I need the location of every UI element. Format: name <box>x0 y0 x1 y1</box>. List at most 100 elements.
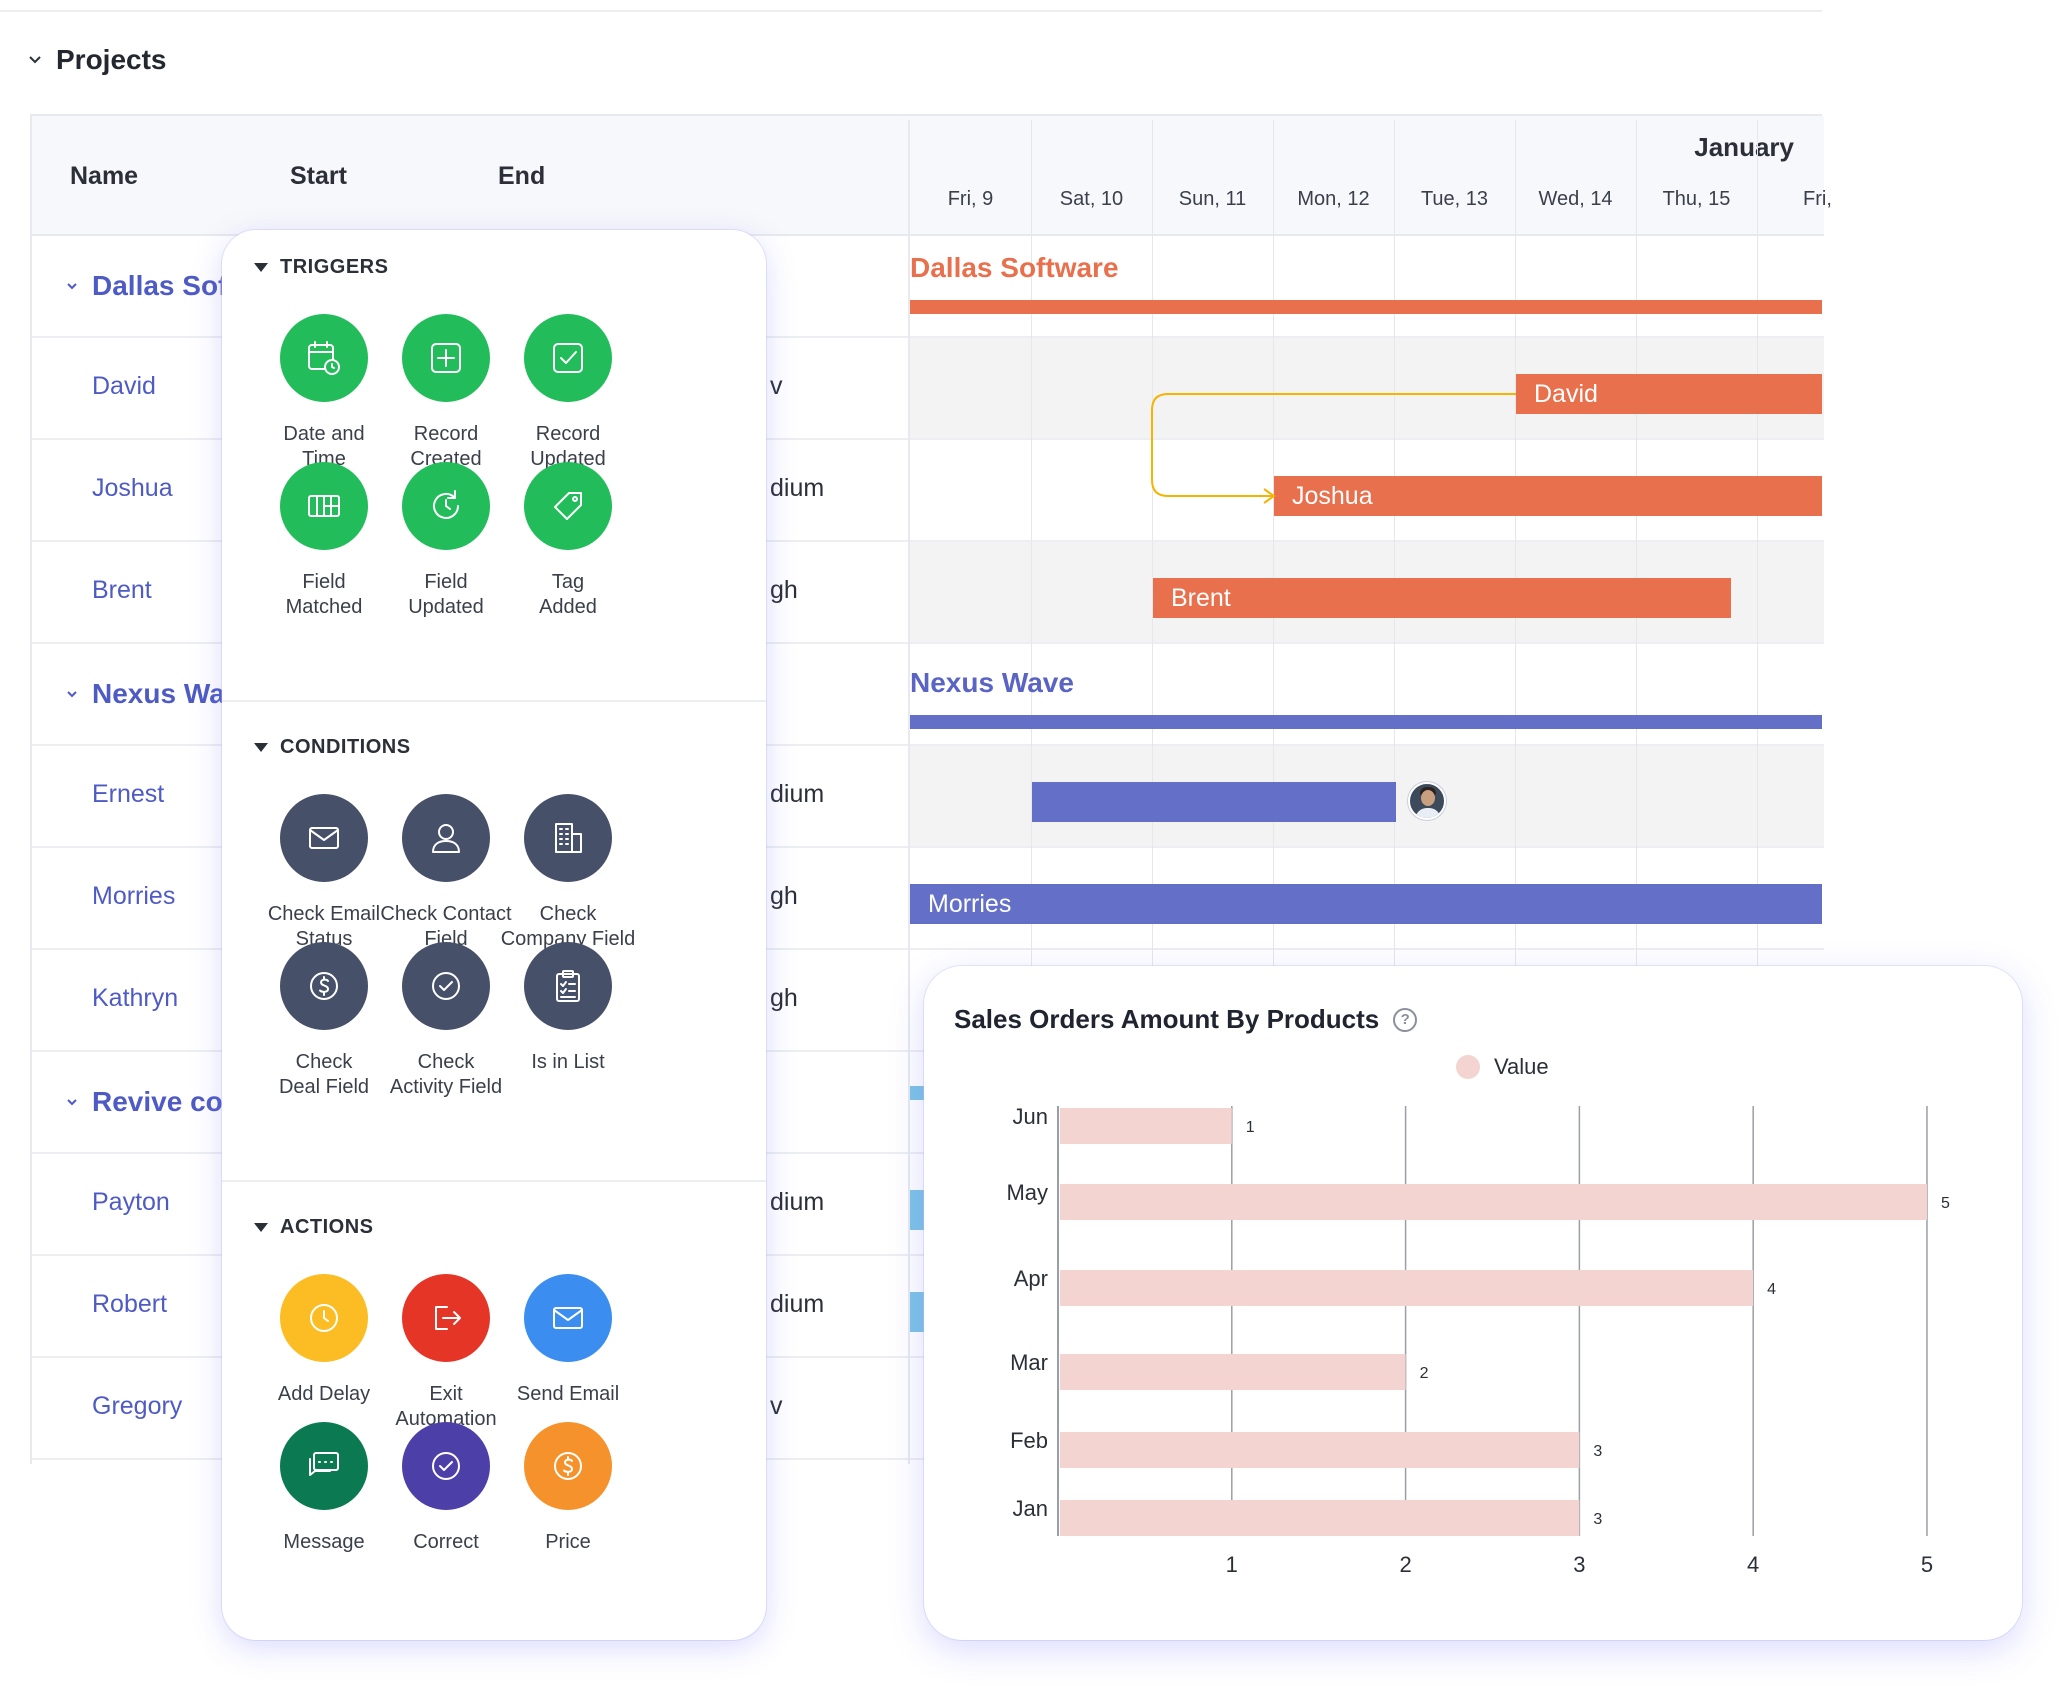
bar[interactable] <box>1060 1354 1406 1390</box>
bar[interactable] <box>1060 1184 1927 1220</box>
y-tick-label: Jan <box>1013 1496 1048 1521</box>
automation-tile[interactable]: Tag Added <box>488 462 648 620</box>
task-name[interactable]: Morries <box>92 882 176 910</box>
dollar-icon <box>310 972 338 1000</box>
collapse-triangle-icon[interactable] <box>254 263 268 272</box>
task-name[interactable]: Payton <box>92 1188 170 1216</box>
tile-icon-circle[interactable] <box>524 1422 612 1510</box>
automation-tile[interactable]: Field Updated <box>366 462 526 620</box>
chevron-down-icon[interactable] <box>66 1096 78 1108</box>
tile-icon-circle[interactable] <box>280 794 368 882</box>
collapse-triangle-icon[interactable] <box>254 1223 268 1232</box>
task-row[interactable]: Morries gh <box>32 848 1824 950</box>
tile-icon-circle[interactable] <box>280 1274 368 1362</box>
tile-icon-circle[interactable] <box>280 462 368 550</box>
tile-label: Field Updated <box>408 571 484 618</box>
tile-icon-circle[interactable] <box>402 462 490 550</box>
chevron-down-icon[interactable] <box>66 688 78 700</box>
group-row[interactable]: Dallas Sof <box>32 236 1824 338</box>
day-label: Wed, 14 <box>1538 188 1613 210</box>
bar[interactable] <box>1060 1108 1232 1144</box>
help-icon[interactable]: ? <box>1393 1007 1418 1032</box>
check-square-icon <box>553 343 583 373</box>
tile-icon-circle[interactable] <box>280 314 368 402</box>
tile-icon-circle[interactable] <box>402 794 490 882</box>
legend-label: Value <box>1494 1054 1549 1079</box>
automation-tile[interactable]: Check Activity Field <box>366 942 526 1100</box>
y-tick-label: Jun <box>1013 1104 1048 1129</box>
triggers-section-header[interactable]: TRIGGERS <box>254 256 388 279</box>
tile-icon-circle[interactable] <box>402 1422 490 1510</box>
tile-icon-circle[interactable] <box>524 462 612 550</box>
project-bar-dallas[interactable] <box>910 300 1822 314</box>
automation-tile[interactable]: Exit Automation <box>366 1274 526 1432</box>
bar[interactable] <box>1060 1500 1580 1536</box>
conditions-section-header[interactable]: CONDITIONS <box>254 736 411 759</box>
project-bar-nexus[interactable] <box>910 715 1822 729</box>
automation-tile[interactable]: Check Deal Field <box>244 942 404 1100</box>
automation-tile[interactable]: Add Delay <box>244 1274 404 1407</box>
automation-tile[interactable]: Check Contact Field <box>366 794 526 952</box>
task-bar-morries[interactable]: Morries <box>910 884 1822 924</box>
task-bar-brent[interactable]: Brent <box>1153 578 1731 618</box>
chevron-down-icon[interactable] <box>28 53 42 67</box>
group-name[interactable]: Nexus Wa <box>92 678 225 709</box>
bar-chart: 1 2 3 4 5 Jun 1 May 5 Apr 4 Mar 2 Feb 3 Jan 3 <box>1006 1104 1950 1577</box>
automation-tile[interactable]: Record Created <box>366 314 526 472</box>
automation-tile[interactable]: Is in List <box>488 942 648 1075</box>
actions-section-header[interactable]: ACTIONS <box>254 1216 374 1239</box>
tile-icon-circle[interactable] <box>524 314 612 402</box>
task-name[interactable]: Robert <box>92 1290 168 1318</box>
tile-icon-circle[interactable] <box>524 794 612 882</box>
automation-tile[interactable]: Field Matched <box>244 462 404 620</box>
task-bar-david[interactable]: David <box>1516 374 1822 414</box>
task-bar-payton[interactable] <box>910 1190 924 1230</box>
group-name[interactable]: Revive co <box>92 1086 223 1117</box>
automation-tile[interactable]: Check Email Status <box>244 794 404 952</box>
task-bar-ernest[interactable] <box>1032 782 1396 822</box>
column-end[interactable]: End <box>498 162 546 190</box>
group-name[interactable]: Dallas Sof <box>92 270 228 301</box>
task-row[interactable]: Joshua dium <box>32 440 1824 542</box>
automation-tile[interactable]: Message <box>244 1422 404 1555</box>
task-bar-joshua[interactable]: Joshua <box>1274 476 1822 516</box>
automation-tile[interactable]: Correct <box>366 1422 526 1555</box>
task-bar-robert[interactable] <box>910 1292 924 1332</box>
tile-icon-circle[interactable] <box>524 942 612 1030</box>
column-start[interactable]: Start <box>290 162 347 190</box>
priority-cell: gh <box>770 984 798 1012</box>
collapse-triangle-icon[interactable] <box>254 743 268 752</box>
automation-tile[interactable]: Send Email <box>488 1274 648 1407</box>
chart-legend[interactable]: Value <box>1456 1054 1549 1080</box>
group-row[interactable]: Nexus Wa <box>32 644 1824 746</box>
assignee-avatar[interactable] <box>1408 782 1446 820</box>
tile-icon-circle[interactable] <box>280 942 368 1030</box>
mail-icon <box>553 1307 583 1329</box>
task-name[interactable]: Ernest <box>92 780 165 808</box>
day-label: Sun, 11 <box>1178 188 1247 210</box>
chevron-down-icon[interactable] <box>66 280 78 292</box>
tile-icon-circle[interactable] <box>402 942 490 1030</box>
tile-label: Check Contact Field <box>380 903 512 950</box>
task-name[interactable]: David <box>92 372 156 400</box>
x-tick-label: 4 <box>1747 1552 1759 1577</box>
tile-icon-circle[interactable] <box>402 314 490 402</box>
automation-tile[interactable]: Price <box>488 1422 648 1555</box>
task-name[interactable]: Gregory <box>92 1392 183 1420</box>
project-bar-revive[interactable] <box>910 1086 924 1100</box>
bar[interactable] <box>1060 1270 1754 1306</box>
automation-tile[interactable]: Check Company Field <box>488 794 648 952</box>
task-name[interactable]: Brent <box>92 576 152 604</box>
task-name[interactable]: Joshua <box>92 474 173 502</box>
tile-icon-circle[interactable] <box>524 1274 612 1362</box>
bar[interactable] <box>1060 1432 1580 1468</box>
priority-cell: gh <box>770 882 798 910</box>
priority-cell: dium <box>770 1188 825 1216</box>
projects-header[interactable]: Projects <box>28 44 167 76</box>
column-name[interactable]: Name <box>70 162 139 190</box>
task-name[interactable]: Kathryn <box>92 984 179 1012</box>
tile-icon-circle[interactable] <box>280 1422 368 1510</box>
user-icon <box>432 824 460 853</box>
automation-tile[interactable]: Record Updated <box>488 314 648 472</box>
tile-icon-circle[interactable] <box>402 1274 490 1362</box>
